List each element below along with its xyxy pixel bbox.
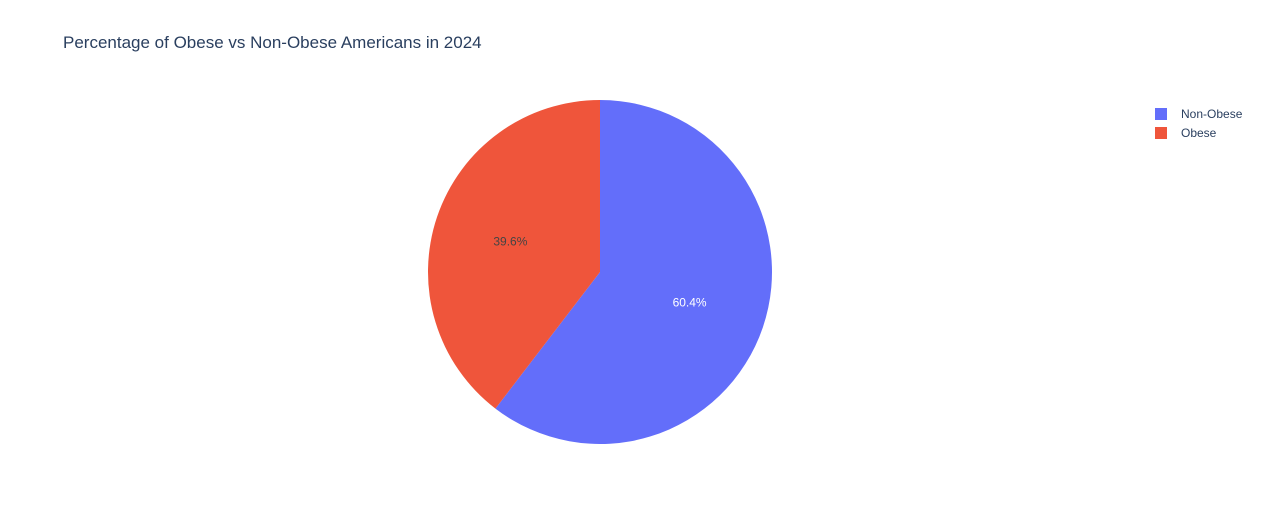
slice-label-non-obese: 60.4% <box>673 295 707 309</box>
chart-title: Percentage of Obese vs Non-Obese America… <box>63 33 482 52</box>
pie-slice-non-obese[interactable] <box>495 100 772 444</box>
pie-slice-labels: 60.4% 39.6% <box>493 235 707 310</box>
legend[interactable]: Non-Obese Obese <box>1155 107 1243 140</box>
legend-swatch <box>1155 127 1167 139</box>
legend-item-non-obese[interactable]: Non-Obese <box>1155 107 1243 121</box>
legend-label: Obese <box>1181 126 1217 140</box>
legend-item-obese[interactable]: Obese <box>1155 126 1217 140</box>
slice-label-obese: 39.6% <box>493 235 527 249</box>
pie-slice-obese[interactable] <box>428 100 600 409</box>
legend-swatch <box>1155 108 1167 120</box>
pie-slices <box>428 100 772 444</box>
legend-label: Non-Obese <box>1181 107 1243 121</box>
